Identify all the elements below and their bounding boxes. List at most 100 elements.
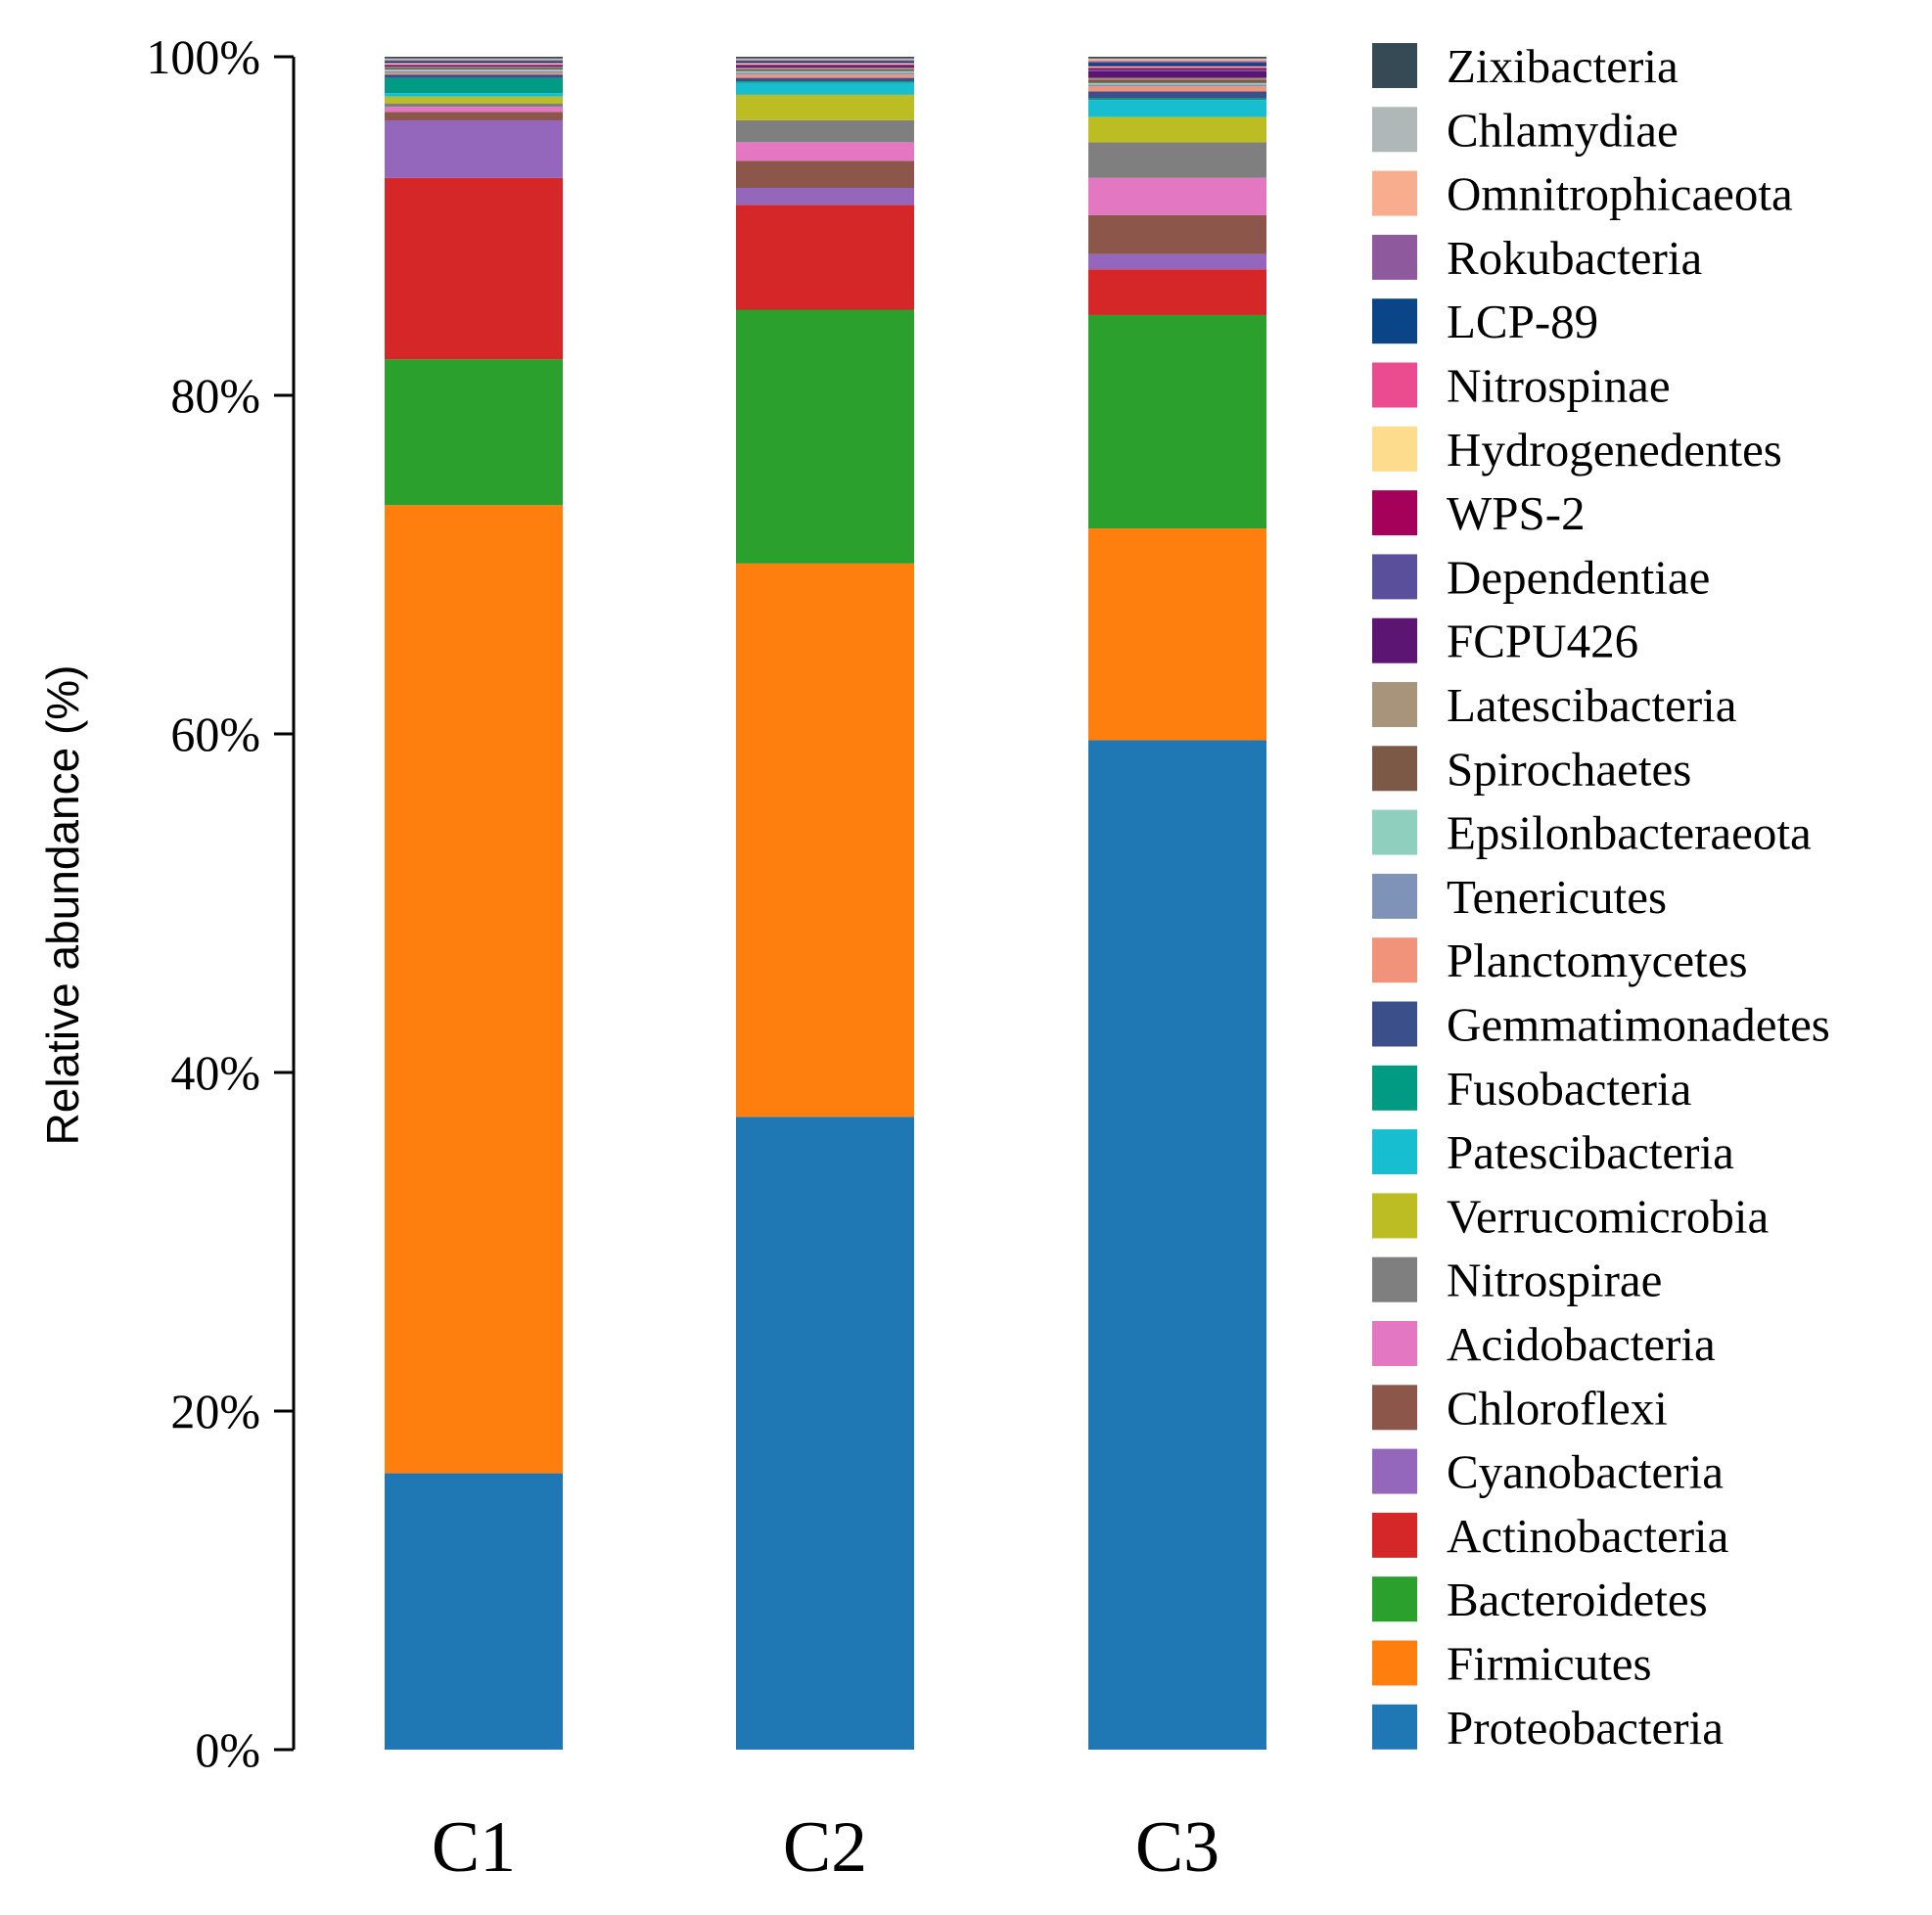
legend-swatch (1372, 682, 1417, 727)
legend-label: Firmicutes (1447, 1637, 1652, 1691)
bar-segment-c1-planctomycetes (385, 72, 563, 75)
bar-segment-c1-acidobacteria (385, 107, 563, 113)
legend-swatch (1372, 554, 1417, 600)
bar-segment-c3-actinobacteria (1088, 269, 1266, 315)
bar-segment-c1-nitrospirae (385, 103, 563, 108)
legend-label: Rokubacteria (1447, 231, 1702, 285)
legend-label: Fusobacteria (1447, 1062, 1692, 1116)
legend-swatch (1372, 1129, 1417, 1175)
bar-segment-c1-wps-2 (385, 64, 563, 66)
legend-item-nitrospirae: Nitrospirae (1372, 1254, 1662, 1307)
bar-segment-c3-tenericutes (1088, 84, 1266, 87)
legend-label: Gemmatimonadetes (1447, 998, 1830, 1052)
x-category-label: C2 (783, 1807, 867, 1888)
bar-segment-c2-omnitrophicaeota (736, 59, 914, 61)
legend-label: Spirochaetes (1447, 742, 1691, 796)
bar-segment-c3-fusobacteria (1088, 98, 1266, 101)
bar-segment-c2-fusobacteria (736, 81, 914, 83)
bar-segment-c1-patescibacteria (385, 93, 563, 97)
legend-swatch (1372, 1001, 1417, 1047)
legend-swatch (1372, 1704, 1417, 1750)
legend-swatch (1372, 1448, 1417, 1494)
bar-segment-c3-epsilonbacteraeota (1088, 82, 1266, 85)
bar-segment-c1-proteobacteria (385, 1473, 563, 1750)
bar-segment-c2-latescibacteria (736, 68, 914, 69)
bar-segment-c2-rokubacteria (736, 60, 914, 62)
legend-label: Chloroflexi (1447, 1381, 1668, 1435)
bar-segment-c2-epsilonbacteraeota (736, 70, 914, 73)
legend-item-omnitrophicaeota: Omnitrophicaeota (1372, 167, 1793, 221)
bar-segment-c1-gemmatimonadetes (385, 74, 563, 78)
bar-segment-c2-gemmatimonadetes (736, 77, 914, 82)
bar-segment-c3-dependentiae (1088, 68, 1266, 71)
legend-item-fusobacteria: Fusobacteria (1372, 1062, 1692, 1116)
y-tick-label: 100% (146, 29, 260, 84)
legend-swatch (1372, 1256, 1417, 1302)
legend-swatch (1372, 426, 1417, 472)
bar-segment-c1-fusobacteria (385, 77, 563, 94)
bars-group (385, 57, 1266, 1750)
legend-item-nitrospinae: Nitrospinae (1372, 359, 1671, 413)
bar-segment-c1-firmicutes (385, 505, 563, 1474)
legend-item-patescibacteria: Patescibacteria (1372, 1125, 1734, 1179)
bar-segment-c1-chlamydiae (385, 58, 563, 60)
legend-label: Hydrogenedentes (1447, 423, 1782, 477)
bar-segment-c1-spirochaetes (385, 68, 563, 69)
x-category-label: C1 (432, 1807, 516, 1888)
bar-segment-c3-lcp-89 (1088, 63, 1266, 67)
bar-c1 (385, 57, 563, 1750)
y-axis-label: Relative abundance (%) (37, 665, 88, 1146)
bar-segment-c1-lcp-89 (385, 61, 563, 64)
legend-item-spirochaetes: Spirochaetes (1372, 742, 1691, 796)
legend-item-wps-2: WPS-2 (1372, 486, 1586, 540)
legend-label: Actinobacteria (1447, 1509, 1729, 1563)
legend-item-cyanobacteria: Cyanobacteria (1372, 1445, 1724, 1499)
legend-label: Zixibacteria (1447, 39, 1679, 93)
bar-segment-c2-acidobacteria (736, 142, 914, 161)
bar-segment-c1-omnitrophicaeota (385, 59, 563, 61)
bar-segment-c3-firmicutes (1088, 528, 1266, 741)
legend-swatch (1372, 1065, 1417, 1111)
legend-item-verrucomicrobia: Verrucomicrobia (1372, 1189, 1769, 1243)
bar-segment-c2-bacteroidetes (736, 309, 914, 564)
bar-segment-c3-wps-2 (1088, 68, 1266, 69)
bar-segment-c1-dependentiae (385, 65, 563, 67)
bar-segment-c1-zixibacteria (385, 57, 563, 59)
legend-label: LCP-89 (1447, 295, 1598, 348)
y-tick-label: 60% (170, 707, 260, 761)
bar-segment-c1-bacteroidetes (385, 359, 563, 506)
bar-segment-c3-patescibacteria (1088, 100, 1266, 117)
bar-segment-c3-verrucomicrobia (1088, 116, 1266, 143)
legend-swatch (1372, 809, 1417, 855)
bar-segment-c2-fcpu426 (736, 66, 914, 68)
legend-item-bacteroidetes: Bacteroidetes (1372, 1573, 1708, 1626)
y-axis: 0% 20% 40% 60% 80% 100% (146, 29, 296, 1777)
bar-segment-c2-chlamydiae (736, 58, 914, 60)
legend: Zixibacteria Chlamydiae Omnitrophicaeota Ro… (1372, 39, 1830, 1755)
legend-item-planctomycetes: Planctomycetes (1372, 934, 1748, 987)
legend-label: Omnitrophicaeota (1447, 167, 1793, 221)
legend-swatch (1372, 937, 1417, 983)
bar-segment-c3-cyanobacteria (1088, 253, 1266, 270)
bar-segment-c2-lcp-89 (736, 61, 914, 64)
legend-swatch (1372, 170, 1417, 216)
bar-segment-c2-proteobacteria (736, 1117, 914, 1750)
legend-label: Nitrospinae (1447, 359, 1671, 413)
bar-segment-c1-rokubacteria (385, 60, 563, 62)
bar-c2 (736, 57, 914, 1750)
bar-c3 (1088, 57, 1266, 1750)
legend-swatch (1372, 617, 1417, 663)
legend-swatch (1372, 43, 1417, 88)
legend-item-actinobacteria: Actinobacteria (1372, 1509, 1729, 1563)
bar-segment-c1-verrucomicrobia (385, 96, 563, 104)
legend-label: FCPU426 (1447, 615, 1638, 668)
bar-segment-c1-fcpu426 (385, 66, 563, 68)
y-tick-label: 20% (170, 1384, 260, 1438)
legend-label: Tenericutes (1447, 870, 1667, 924)
bar-segment-c1-epsilonbacteraeota (385, 68, 563, 71)
bar-segment-c2-tenericutes (736, 72, 914, 75)
legend-item-zixibacteria: Zixibacteria (1372, 39, 1679, 93)
legend-item-firmicutes: Firmicutes (1372, 1637, 1652, 1691)
